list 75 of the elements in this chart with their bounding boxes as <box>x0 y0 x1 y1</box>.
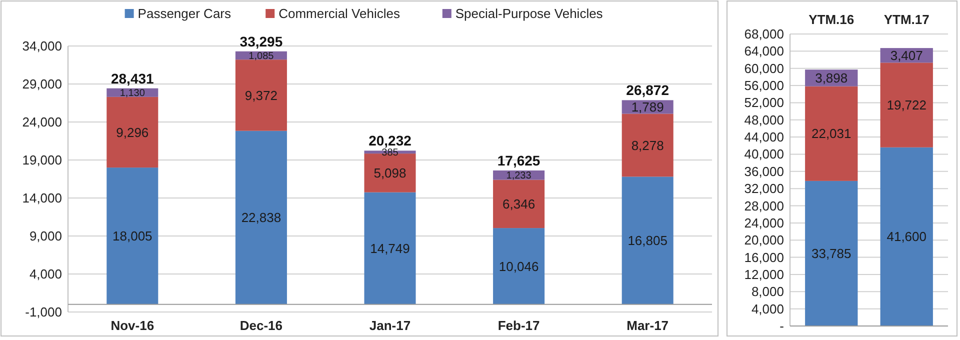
y-tick-label: 8,000 <box>751 284 784 300</box>
y-tick-label: 9,000 <box>29 228 62 244</box>
y-tick-label: 36,000 <box>744 164 784 179</box>
y-tick-label: -1,000 <box>25 304 62 320</box>
y-tick-label: 68,000 <box>744 26 784 42</box>
bar <box>805 180 858 326</box>
data-label: 6,346 <box>502 196 536 212</box>
data-label: 3,407 <box>890 48 923 63</box>
x-tick-label: Feb-17 <box>498 318 540 333</box>
y-tick-label: 19,000 <box>22 152 62 168</box>
y-tick-label: 64,000 <box>744 44 784 59</box>
y-tick-label: 40,000 <box>744 146 784 162</box>
x-tick-label: Dec-16 <box>240 318 283 333</box>
data-label: 1,789 <box>631 100 664 115</box>
bar <box>106 96 158 168</box>
bar <box>493 180 545 228</box>
bar <box>235 60 287 131</box>
data-label: 1,233 <box>506 170 532 182</box>
y-tick-label: 60,000 <box>744 60 784 76</box>
data-label: 19,722 <box>886 98 926 113</box>
data-label: 9,372 <box>244 88 278 103</box>
total-label: 26,872 <box>626 82 670 98</box>
data-label: 1,130 <box>120 88 146 100</box>
x-tick-label: Jan-17 <box>369 318 411 333</box>
x-tick-label: Mar-17 <box>626 318 669 333</box>
x-tick-label: Nov-16 <box>110 318 154 333</box>
y-tick-label: - <box>780 318 784 334</box>
y-tick-label: 34,000 <box>22 38 62 54</box>
y-tick-label: 44,000 <box>744 130 784 145</box>
y-tick-label: 56,000 <box>744 78 784 94</box>
data-label: 22,031 <box>812 126 852 142</box>
y-tick-label: 32,000 <box>744 181 784 196</box>
total-label: 20,232 <box>368 132 412 149</box>
y-tick-label: 12,000 <box>744 266 784 282</box>
y-tick-label: 29,000 <box>22 76 62 92</box>
data-label: 33,785 <box>812 246 852 262</box>
data-label: 8,278 <box>631 138 664 153</box>
bar <box>805 86 858 181</box>
bar <box>880 62 933 148</box>
y-tick-label: 20,000 <box>744 232 784 248</box>
data-label: 22,838 <box>241 210 282 226</box>
legend-label: Passenger Cars <box>138 6 232 21</box>
data-label: 5,098 <box>374 165 406 180</box>
data-label: 18,005 <box>112 228 152 244</box>
y-tick-label: 24,000 <box>22 114 62 130</box>
x-tick-label: YTM.17 <box>884 12 930 27</box>
y-tick-label: 4,000 <box>29 266 62 282</box>
data-label: 41,600 <box>886 229 926 244</box>
data-label: 9,296 <box>116 124 149 140</box>
y-tick-label: 16,000 <box>744 250 784 265</box>
y-tick-label: 4,000 <box>751 301 784 316</box>
y-tick-label: 52,000 <box>744 95 784 110</box>
y-tick-label: 24,000 <box>744 215 784 230</box>
y-tick-label: 14,000 <box>22 190 62 206</box>
data-label: 10,046 <box>498 258 539 274</box>
total-label: 28,431 <box>110 70 154 86</box>
bar <box>622 176 674 304</box>
bar <box>364 192 416 304</box>
bar <box>235 130 287 304</box>
data-label: 385 <box>382 148 399 159</box>
data-label: 1,085 <box>248 50 274 62</box>
y-tick-label: 48,000 <box>744 112 784 128</box>
bar <box>493 228 545 304</box>
legend-label: Special-Purpose Vehicles <box>455 6 604 21</box>
bar <box>622 114 674 177</box>
legend-label: Commercial Vehicles <box>278 6 400 21</box>
x-tick-label: YTM.16 <box>808 12 854 27</box>
y-tick-label: 28,000 <box>744 198 784 214</box>
data-label: 14,749 <box>370 240 410 256</box>
bar <box>106 168 158 304</box>
data-label: 16,805 <box>628 233 668 248</box>
bar <box>880 147 933 326</box>
total-label: 33,295 <box>240 33 283 50</box>
total-label: 17,625 <box>497 152 540 168</box>
data-label: 3,898 <box>815 70 848 86</box>
